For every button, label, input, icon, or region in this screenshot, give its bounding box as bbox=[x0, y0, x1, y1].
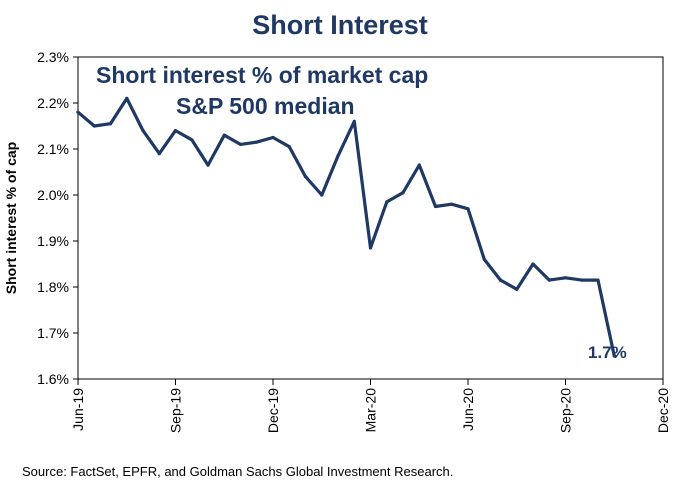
y-tick-label: 1.7% bbox=[37, 325, 69, 341]
y-tick-label: 2.1% bbox=[37, 141, 69, 157]
plot-area-frame bbox=[77, 56, 664, 380]
series-layer bbox=[76, 96, 616, 358]
end-value-label: 1.7% bbox=[588, 343, 627, 362]
source-note: Source: FactSet, EPFR, and Goldman Sachs… bbox=[22, 464, 453, 479]
data-point bbox=[157, 152, 161, 156]
data-point bbox=[222, 133, 226, 137]
y-tick-label: 2.3% bbox=[37, 49, 69, 65]
data-point bbox=[173, 129, 178, 133]
data-point bbox=[287, 145, 291, 149]
x-tick-label: Dec-19 bbox=[265, 388, 281, 433]
data-point bbox=[271, 135, 275, 140]
data-point bbox=[401, 191, 405, 195]
data-point bbox=[336, 154, 340, 158]
y-tick-label: 1.6% bbox=[37, 371, 69, 387]
data-point bbox=[596, 278, 600, 282]
data-point bbox=[547, 278, 551, 282]
chart-title: Short Interest bbox=[252, 10, 428, 40]
y-tick-label: 1.9% bbox=[37, 233, 69, 249]
x-tick-label: Sep-19 bbox=[168, 388, 184, 433]
y-tick-label: 2.2% bbox=[37, 95, 69, 111]
x-tick-label: Sep-20 bbox=[558, 388, 574, 433]
data-point bbox=[433, 204, 438, 209]
data-point bbox=[125, 96, 129, 100]
series-line bbox=[76, 96, 616, 358]
x-tick-label: Mar-20 bbox=[363, 388, 379, 433]
data-point bbox=[515, 287, 519, 291]
x-axis: Jun-19 Sep-19 Dec-19 Mar-20 Jun-20 Sep-20 Dec-… bbox=[70, 379, 671, 433]
data-point bbox=[320, 193, 324, 197]
annotation-line-1: Short interest % of market cap bbox=[96, 62, 428, 88]
data-point bbox=[76, 110, 80, 114]
data-point bbox=[92, 124, 96, 128]
data-point bbox=[352, 119, 356, 123]
data-point bbox=[303, 175, 308, 179]
data-point bbox=[580, 278, 584, 282]
data-point bbox=[450, 202, 454, 206]
x-tick-label: Jun-20 bbox=[460, 388, 476, 431]
y-tick-label: 1.8% bbox=[37, 279, 69, 295]
data-point bbox=[190, 138, 194, 142]
data-point bbox=[108, 122, 113, 126]
data-point bbox=[206, 163, 210, 167]
x-tick-label: Jun-19 bbox=[70, 388, 86, 431]
data-point bbox=[612, 354, 616, 358]
annotation-line-2: S&P 500 median bbox=[176, 93, 355, 119]
data-point bbox=[417, 163, 421, 167]
y-tick-label: 2.0% bbox=[37, 187, 69, 203]
data-point bbox=[482, 257, 486, 261]
data-point bbox=[141, 129, 145, 133]
y-axis: 1.6% 1.7% 1.8% 1.9% 2.0% 2.1% 2.2% 2.3% bbox=[37, 49, 78, 387]
y-axis-label: Short interest % of cap bbox=[3, 142, 19, 294]
data-point bbox=[498, 278, 503, 282]
data-point bbox=[531, 262, 535, 266]
data-point bbox=[255, 140, 259, 144]
data-point bbox=[368, 246, 373, 250]
data-point bbox=[563, 276, 568, 280]
x-tick-label: Dec-20 bbox=[655, 388, 671, 433]
data-point bbox=[466, 207, 470, 211]
data-point bbox=[385, 200, 389, 204]
data-point bbox=[238, 142, 243, 146]
